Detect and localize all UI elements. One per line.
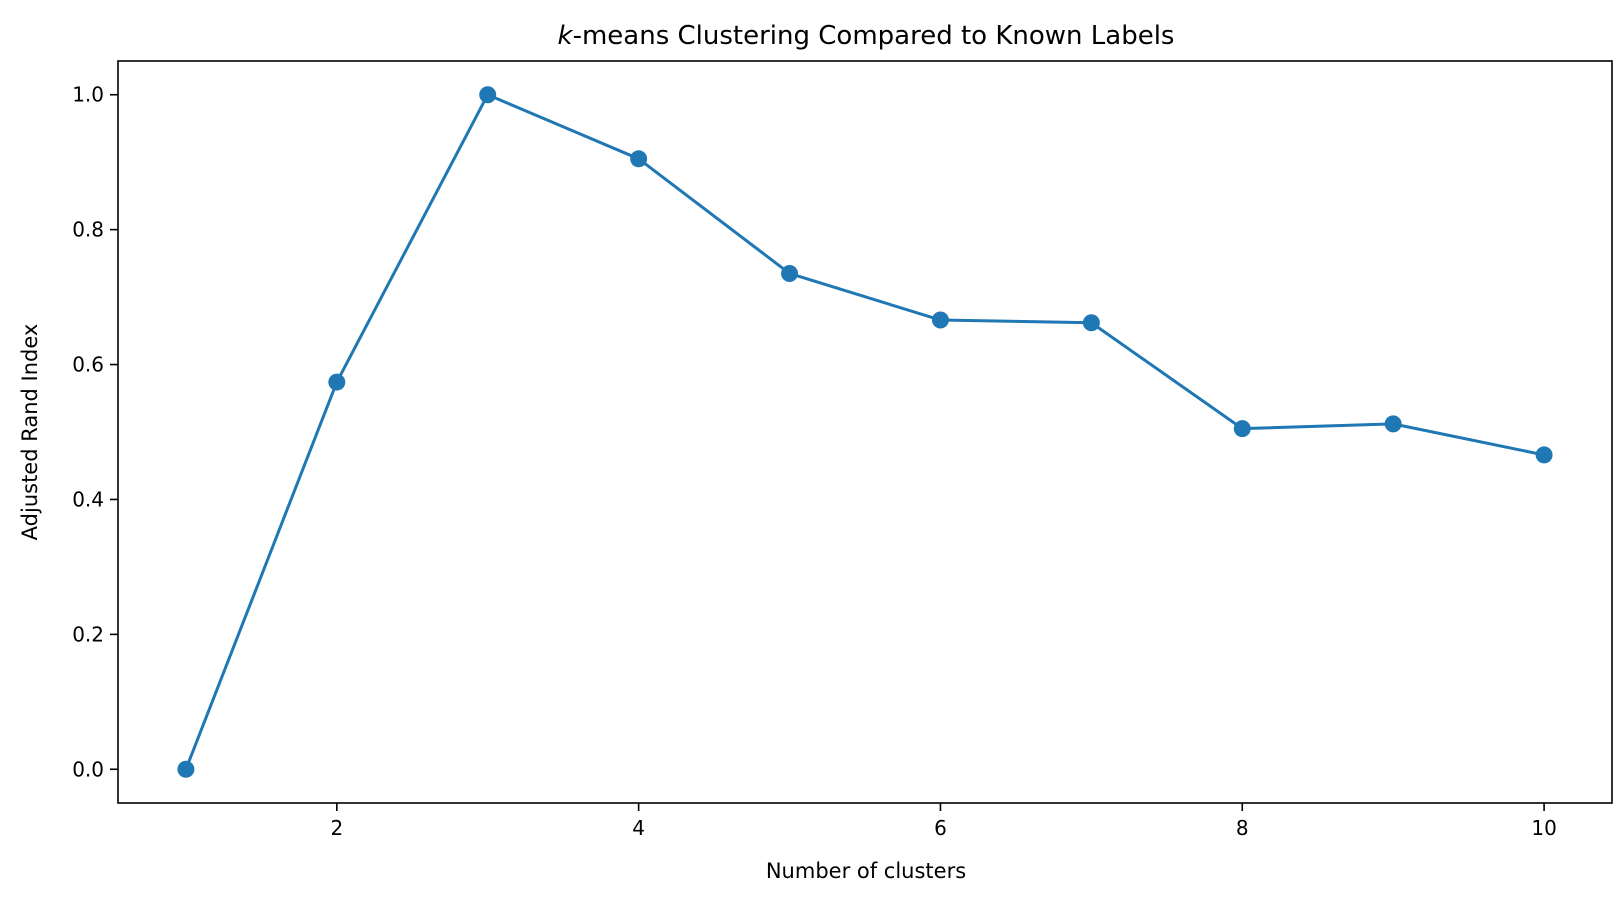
x-tick-label: 4: [632, 816, 645, 840]
data-point: [1384, 415, 1402, 433]
x-tick-label: 2: [330, 816, 343, 840]
y-tick-label: 0.2: [72, 622, 104, 646]
data-point: [328, 373, 346, 391]
series-layer: [177, 86, 1553, 778]
chart-title: k-means Clustering Compared to Known Lab…: [558, 21, 1175, 51]
y-axis-label: Adjusted Rand Index: [18, 324, 42, 541]
x-axis: 2 4 6 8 10: [330, 803, 1557, 840]
chart-title-italic: k: [558, 21, 574, 51]
data-point: [177, 760, 195, 778]
y-tick-label: 0.0: [72, 757, 104, 781]
data-point: [1082, 314, 1100, 332]
y-tick-label: 1.0: [72, 83, 104, 107]
series-line: [184, 93, 1546, 771]
data-point: [1535, 446, 1553, 464]
x-tick-label: 8: [1236, 816, 1249, 840]
x-tick-label: 10: [1531, 816, 1556, 840]
data-point: [630, 150, 648, 168]
x-axis-label: Number of clusters: [766, 859, 966, 883]
data-point: [931, 311, 949, 329]
data-point: [1233, 420, 1251, 438]
y-tick-label: 0.4: [72, 487, 104, 511]
y-axis: 0.0 0.2 0.4 0.6 0.8 1.0: [72, 83, 118, 781]
y-tick-label: 0.8: [72, 218, 104, 242]
y-tick-label: 0.6: [72, 353, 104, 377]
data-point: [781, 264, 799, 282]
x-tick-label: 6: [934, 816, 947, 840]
data-point: [479, 86, 497, 104]
axes-frame: [117, 60, 1613, 804]
chart-title-rest: -means Clustering Compared to Known Labe…: [573, 21, 1175, 51]
